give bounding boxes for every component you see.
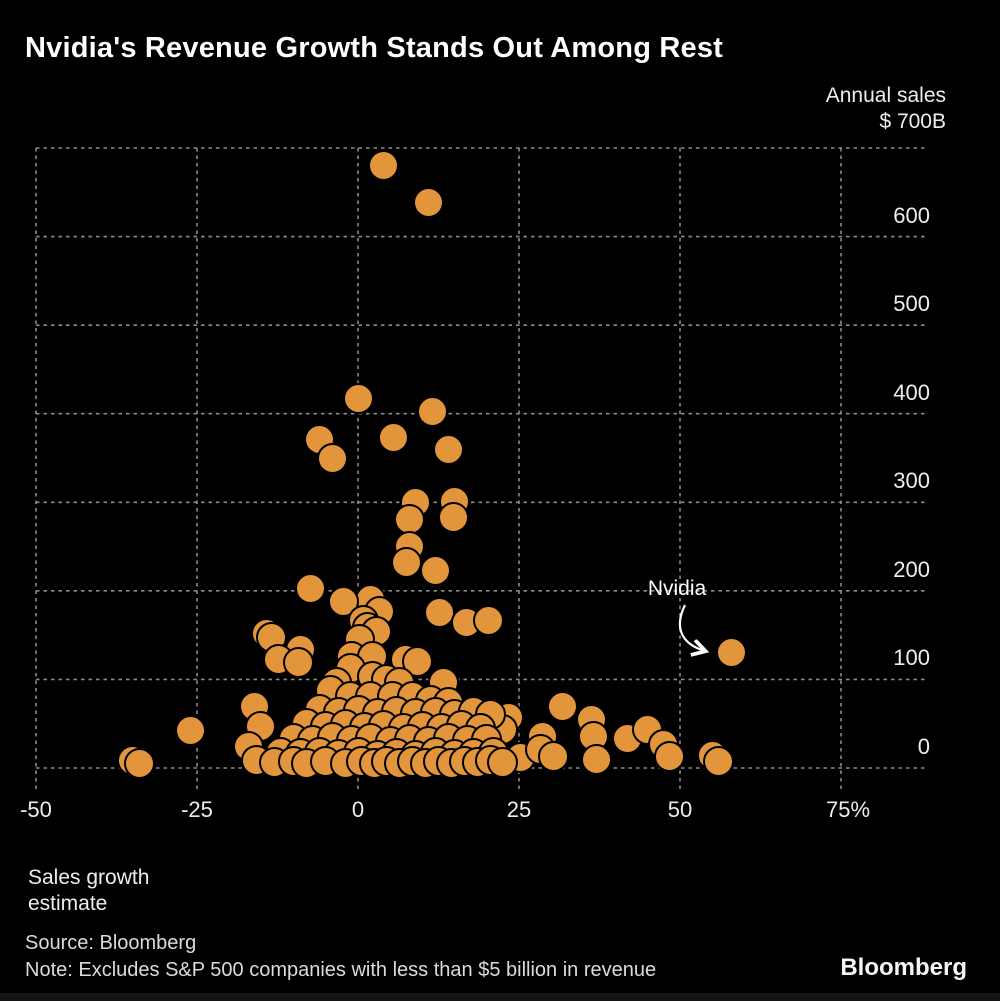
y-axis-header: Annual sales $ 700B [826,83,946,135]
y-tick-label: 100 [893,645,930,671]
y-tick-label: 200 [893,556,930,582]
data-point [416,396,448,428]
y-tick-label: 300 [893,468,930,494]
y-tick-label: 500 [893,291,930,317]
data-point [175,715,207,747]
x-axis-title-line2: estimate [28,892,108,915]
data-point [612,723,644,755]
nvidia-data-point [716,637,748,669]
x-tick-label: 25 [506,797,532,822]
data-point [547,691,579,723]
data-point [342,383,374,415]
x-tick-label: 0 [351,797,365,822]
data-point [368,150,400,182]
y-tick-label: 400 [893,379,930,405]
x-tick-label: 50 [667,797,693,822]
data-point [432,433,464,465]
x-tick-label: -50 [20,797,52,822]
data-point [537,740,569,772]
note-text: Note: Excludes S&P 500 companies with le… [25,959,657,981]
data-point [394,503,426,535]
data-point [282,647,314,679]
y-axis-header-line1: Annual sales [825,84,946,107]
x-tick-label: -25 [181,797,213,822]
data-point [472,605,504,637]
annotation-label: Nvidia [647,577,707,600]
data-point [437,501,469,533]
data-point [377,422,409,454]
y-tick-label: 600 [893,202,930,228]
x-axis-title-line1: Sales growth [28,866,150,889]
y-tick-label: 0 [917,734,930,759]
page-title: Nvidia's Revenue Growth Stands Out Among… [25,32,724,64]
data-point [123,748,155,780]
data-point [703,746,735,778]
data-point [419,554,451,586]
x-tick-label: 75% [825,797,871,822]
bottom-edge-strip [0,993,1000,1001]
data-point [580,743,612,775]
x-axis-title: Sales growth estimate [28,865,149,917]
data-point [295,572,327,604]
data-point [487,747,519,779]
y-axis-header-line2: $ 700B [879,110,946,133]
data-point [654,740,686,772]
bloomberg-logo: Bloomberg [840,954,967,981]
data-point [316,442,348,474]
data-point [390,547,422,578]
source-text: Source: Bloomberg [25,932,197,954]
data-point [413,187,445,219]
